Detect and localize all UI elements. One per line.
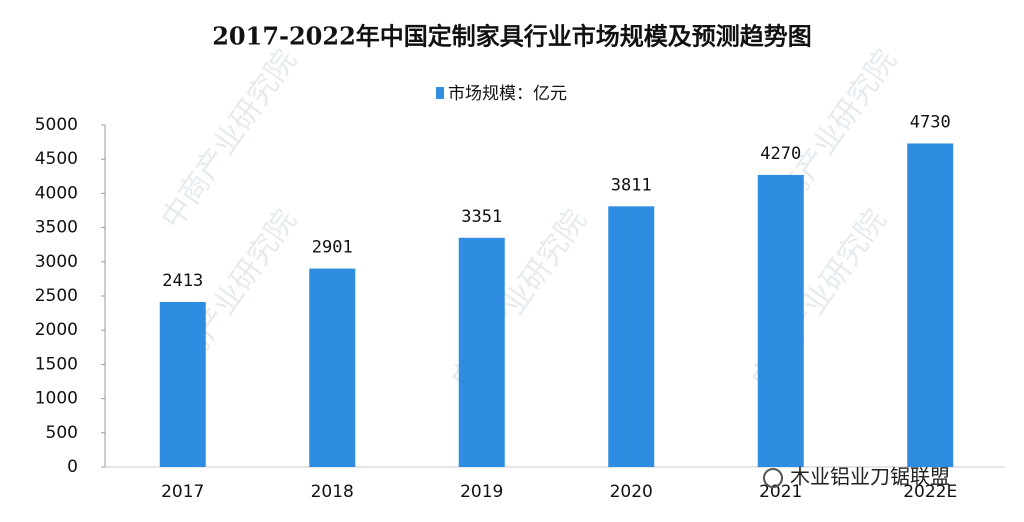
legend-swatch: [436, 87, 444, 99]
y-tick-label: 2000: [35, 320, 78, 340]
source-label: 木业铝业刀锯联盟: [790, 465, 950, 489]
value-label: 4730: [910, 112, 951, 132]
watermark: 中商产业研究院: [155, 43, 304, 235]
y-tick-label: 5000: [35, 115, 78, 135]
value-label: 3351: [461, 207, 502, 227]
chart: 2017-2022年中国定制家具行业市场规模及预测趋势图 中商产业研究院中商产业…: [0, 0, 1024, 522]
value-label: 2901: [312, 238, 353, 258]
value-label: 3811: [611, 175, 652, 195]
x-tick-label: 2020: [610, 482, 653, 502]
legend-label: 市场规模：亿元: [448, 84, 567, 104]
y-tick-label: 3000: [35, 252, 78, 272]
value-label: 4270: [760, 144, 801, 164]
y-tick-label: 0: [67, 457, 78, 477]
value-label: 2413: [162, 271, 203, 291]
y-tick-label: 1500: [35, 354, 78, 374]
chart-title: 2017-2022年中国定制家具行业市场规模及预测趋势图: [212, 22, 812, 51]
bar: [758, 175, 804, 467]
x-tick-label: 2017: [161, 482, 204, 502]
y-tick-label: 4000: [35, 183, 78, 203]
y-tick-label: 2500: [35, 286, 78, 306]
x-tick-label: 2018: [311, 482, 354, 502]
bar: [459, 238, 505, 467]
y-tick-label: 3500: [35, 218, 78, 238]
bar: [608, 206, 654, 467]
x-tick-label: 2019: [460, 482, 503, 502]
y-tick-label: 500: [46, 423, 78, 443]
y-tick-label: 4500: [35, 149, 78, 169]
y-tick-label: 1000: [35, 389, 78, 409]
bar: [309, 269, 355, 467]
bar: [907, 143, 953, 467]
bar: [160, 302, 206, 467]
